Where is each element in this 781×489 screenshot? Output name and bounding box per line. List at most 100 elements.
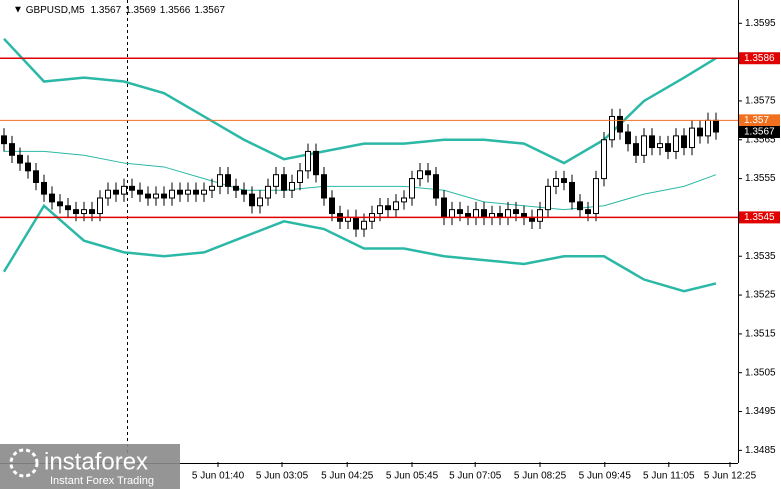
y-tick-label: 1.3515 [745,329,776,340]
candle-body [185,189,191,195]
candle-body [25,162,31,172]
candle-body [433,174,439,199]
candle-body [313,150,319,176]
candle-body [561,178,567,183]
candle-body [153,193,159,199]
candle-body [617,115,623,133]
candle-body [681,135,687,149]
y-tick-label: 1.3565 [745,134,776,145]
y-tick-label: 1.3495 [745,406,776,417]
x-tick-label: 5 Jun 07:05 [449,471,502,482]
candle-body [553,178,559,187]
candle-body [97,197,103,215]
candle-body [441,197,447,218]
candle-body [225,174,231,187]
candle-body [697,127,703,137]
y-tick-label: 1.3575 [745,96,776,107]
header-value: 1.3567 [91,5,122,16]
candle-body [145,193,151,199]
candle-body [177,189,183,195]
x-tick-label: 5 Jun 12:25 [704,471,757,482]
candle-body [393,201,399,211]
level-label-bg [739,114,780,127]
candle-body [297,170,303,183]
candle-body [161,193,167,199]
level-label: 1.3545 [744,212,775,223]
candle-body [689,127,695,149]
candle-body [665,143,671,152]
candle-body [9,143,15,156]
candle-body [625,131,631,145]
x-tick-label: 5 Jun 05:45 [386,471,439,482]
candle-body [713,119,719,133]
candle-body [457,209,463,215]
candle-body [537,209,543,222]
y-tick-label: 1.3525 [745,290,776,301]
candle-body [569,181,575,203]
candle-body [385,205,391,211]
level-label: 1.357 [744,115,769,126]
candle-body [17,154,23,164]
candle-body [193,189,199,195]
candle-body [129,185,135,191]
candle-body [641,135,647,156]
candle-body [209,185,215,191]
candle-body [169,189,175,199]
candle-body [249,193,255,207]
x-tick-label: 5 Jun 11:05 [643,471,695,482]
candle-body [361,220,367,230]
level-label-bg [739,211,780,224]
candle-body [545,185,551,211]
candle-body [633,143,639,156]
y-tick-label: 1.3505 [745,367,776,378]
candle-body [593,178,599,215]
plot-area: 1.3595 1.3575 1.3565 1.3555 1.3535 1.3525 1.35… [0,18,780,482]
candle-body [73,209,79,215]
candle-body [105,189,111,199]
y-tick-label: 1.3555 [745,173,776,184]
band-line [2,203,717,293]
level-label: 1.3586 [744,53,775,64]
candle-body [585,209,591,215]
y-tick-label: 1.3485 [745,445,776,456]
last-price-bg [739,126,780,138]
candle-body [657,143,663,149]
candle-body [1,135,7,145]
candle-body [505,209,511,218]
candle-body [425,170,431,176]
candle-body [49,193,55,203]
y-tick-label: 1.3535 [745,251,776,262]
candle-body [217,174,223,187]
x-tick-label: 5 Jun 01:40 [192,471,245,482]
candle-body [377,205,383,215]
candle-body [417,170,423,180]
candle-body [257,197,263,207]
band-line [4,150,717,211]
watermark-box [0,444,180,489]
candle-body [305,150,311,172]
candle-body [409,178,415,199]
candle-body [473,209,479,218]
last-price-label: 1.3567 [744,127,775,138]
candle-body [401,197,407,203]
candle-body [201,189,207,195]
watermark-brand: instaforex [44,448,148,475]
header-value: 1.3567 [194,5,225,16]
header-symbol: ▼ GBPUSD,M5 1.3567 1.3569 1.3566 1.3567 [13,5,225,16]
candle-body [649,135,655,149]
candle-body [289,181,295,191]
candle-body [65,205,71,211]
candle-body [81,209,87,215]
candle-body [233,185,239,191]
candle-body [57,201,63,207]
candle-body [265,185,271,199]
candle-body [113,189,119,195]
watermark: instaforex Instant Forex Trading [0,444,180,489]
level-label-bg [739,52,780,65]
header-value: 1.3566 [160,5,191,16]
candle-body [705,119,711,137]
candle-body [89,209,95,215]
candle-body [481,209,487,218]
